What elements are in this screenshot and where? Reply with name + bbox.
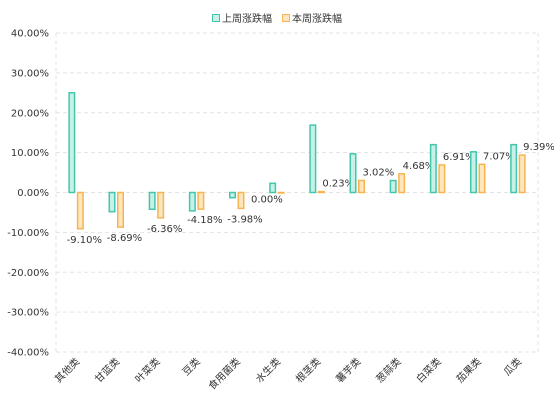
bar-this-week [197,191,205,210]
bar-last-week [148,191,156,210]
bar-last-week [470,151,477,194]
bar-last-week [188,191,196,212]
bar-this-week [277,191,285,194]
x-tick-label: 其他类 [52,355,82,385]
bar-this-week [157,191,165,219]
x-tick-label: 豆类 [179,355,202,378]
data-label: -4.18% [187,215,222,226]
x-tick-label: 甘蓝类 [92,355,122,385]
x-tick-label: 茄果类 [453,355,483,385]
data-label: 6.91% [443,152,475,163]
x-tick-label: 白菜类 [413,355,443,385]
bar-last-week [269,182,277,194]
data-label: -9.10% [67,235,102,246]
data-label: -3.98% [227,214,262,225]
y-tick-label: 10.00% [11,148,49,159]
bar-this-week [317,190,325,194]
x-tick-label: 水生类 [253,355,283,385]
bar-this-week [478,163,486,194]
chart-legend: 上周涨跌幅 本周涨跌幅 [0,10,554,25]
data-label: 0.00% [251,195,283,206]
bar-this-week [358,179,365,194]
legend-item-this-week[interactable]: 本周涨跌幅 [282,10,342,25]
legend-item-last-week[interactable]: 上周涨跌幅 [212,10,272,25]
y-tick-label: -10.00% [7,228,49,239]
bar-last-week [510,143,518,194]
bar-last-week [229,191,236,199]
bar-last-week [349,153,357,194]
bar-last-week [108,191,116,213]
legend-swatch-last-week [212,13,220,22]
legend-label-last-week: 上周涨跌幅 [222,14,272,25]
y-tick-label: 20.00% [11,108,49,119]
x-tick-label: 食用菌类 [205,355,242,392]
x-tick-label: 薯芋类 [333,355,363,385]
data-label: 3.02% [363,167,395,178]
x-tick-label: 瓜类 [501,355,524,378]
bar-this-week [237,191,245,210]
y-tick-label: -20.00% [7,268,49,279]
data-label: 7.07% [483,151,515,162]
bar-last-week [309,124,317,194]
x-tick-label: 根茎类 [293,355,323,385]
data-label: 0.23% [322,179,354,190]
data-label: 4.68% [403,161,435,172]
bar-last-week [389,179,397,194]
legend-label-this-week: 本周涨跌幅 [292,14,342,25]
bar-this-week [76,191,84,230]
y-tick-label: -30.00% [7,308,49,319]
bar-this-week [438,164,446,194]
bar-last-week [68,92,76,194]
y-tick-label: -40.00% [7,348,49,359]
data-label: 9.39% [523,142,554,153]
bar-this-week [117,191,124,228]
y-tick-label: 0.00% [17,188,49,199]
x-tick-label: 叶菜类 [132,355,162,385]
data-label: -6.36% [147,224,182,235]
bar-this-week [398,173,406,194]
x-tick-label: 葱蒜类 [373,355,403,385]
y-tick-label: 30.00% [11,68,49,79]
bar-last-week [429,143,437,194]
y-tick-label: 40.00% [11,29,49,40]
data-label: -8.69% [107,233,142,244]
bar-this-week [518,154,526,194]
legend-swatch-this-week [282,13,290,22]
